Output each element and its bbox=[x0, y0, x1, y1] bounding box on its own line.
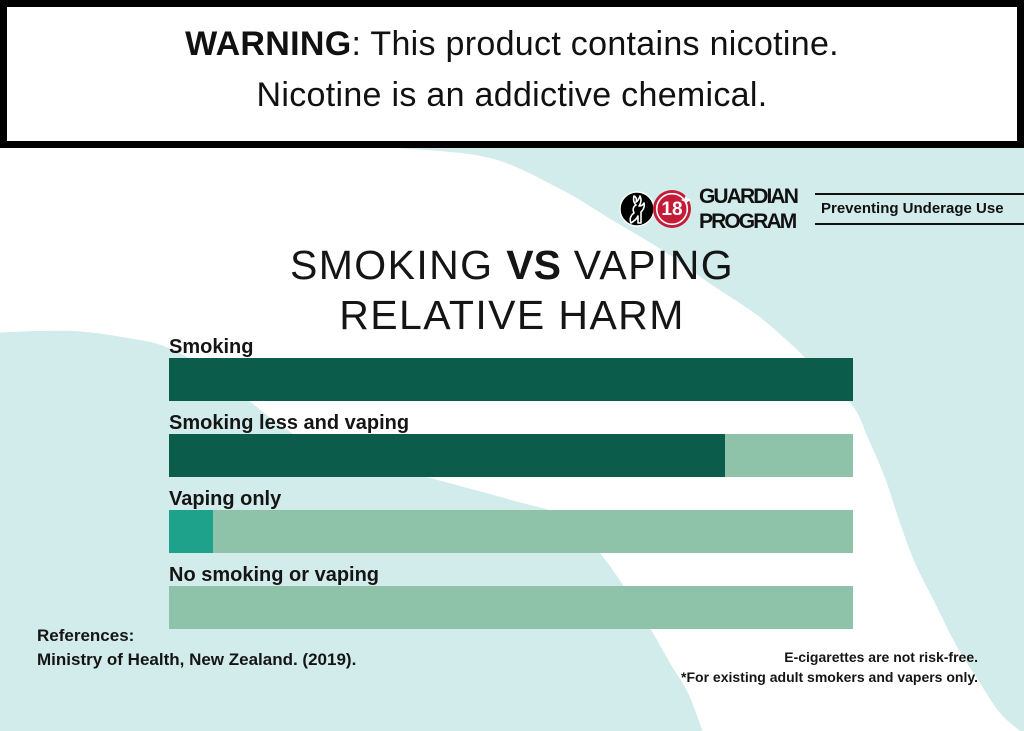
svg-text:18: 18 bbox=[661, 199, 682, 220]
